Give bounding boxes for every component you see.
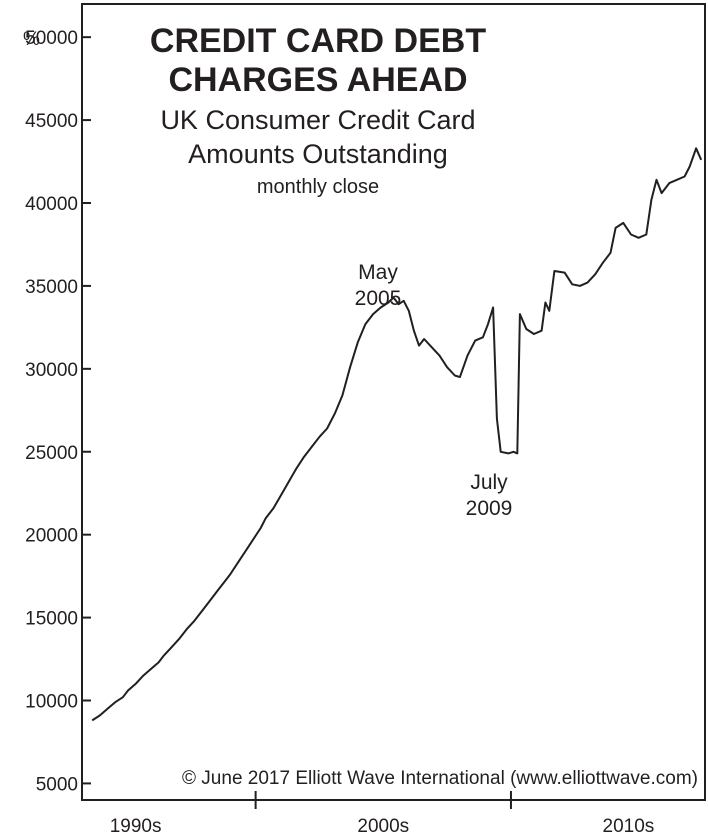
- copyright-notice: © June 2017 Elliott Wave International (…: [182, 768, 698, 789]
- y-tick-label: 45000: [25, 111, 78, 132]
- y-tick-label: 5000: [36, 774, 78, 795]
- y-tick-label: 40000: [25, 194, 78, 215]
- annotation-may-2005-line-1: May: [358, 261, 398, 284]
- chart-subtitle-line-1: UK Consumer Credit Card: [160, 105, 475, 135]
- annotation-july-2009-line-2: 2009: [466, 497, 513, 520]
- annotation-may-2005-line-2: 2005: [355, 287, 402, 310]
- y-axis-unit-label: %: [23, 29, 40, 50]
- annotation-july-2009-line-1: July: [470, 471, 508, 494]
- series-line: [91, 147, 703, 722]
- y-tick-label: 35000: [25, 277, 78, 298]
- y-tick-label: 50000: [25, 28, 78, 49]
- chart-title-line-2: CHARGES AHEAD: [168, 61, 467, 99]
- y-tick-label: 25000: [25, 443, 78, 464]
- chart-subtitle-line-2: Amounts Outstanding: [188, 139, 448, 169]
- plot-frame: [81, 3, 706, 801]
- chart-subtitle-line-3: monthly close: [257, 176, 379, 198]
- y-tick-label: 20000: [25, 526, 78, 547]
- x-decade-label: 2000s: [357, 816, 409, 834]
- y-tick-label: 15000: [25, 609, 78, 630]
- x-decade-label: 2010s: [603, 816, 655, 834]
- y-tick-label: 10000: [25, 692, 78, 713]
- y-tick-label: 30000: [25, 360, 78, 381]
- x-decade-label: 1990s: [110, 816, 162, 834]
- chart-title-line-1: CREDIT CARD DEBT: [150, 22, 486, 60]
